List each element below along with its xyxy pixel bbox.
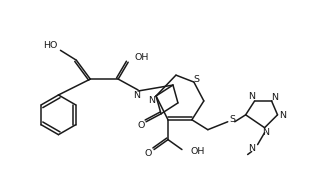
Text: OH: OH	[134, 53, 149, 62]
Text: N: N	[279, 111, 286, 120]
Text: S: S	[230, 115, 236, 124]
Text: OH: OH	[191, 147, 205, 156]
Text: N: N	[271, 93, 278, 102]
Text: N: N	[248, 92, 255, 101]
Text: S: S	[194, 75, 200, 84]
Text: O: O	[137, 121, 145, 130]
Text: HO: HO	[43, 41, 58, 50]
Text: N: N	[149, 96, 156, 105]
Text: N: N	[261, 128, 269, 137]
Text: O: O	[144, 149, 152, 158]
Text: N: N	[134, 91, 141, 100]
Text: N: N	[248, 144, 255, 153]
